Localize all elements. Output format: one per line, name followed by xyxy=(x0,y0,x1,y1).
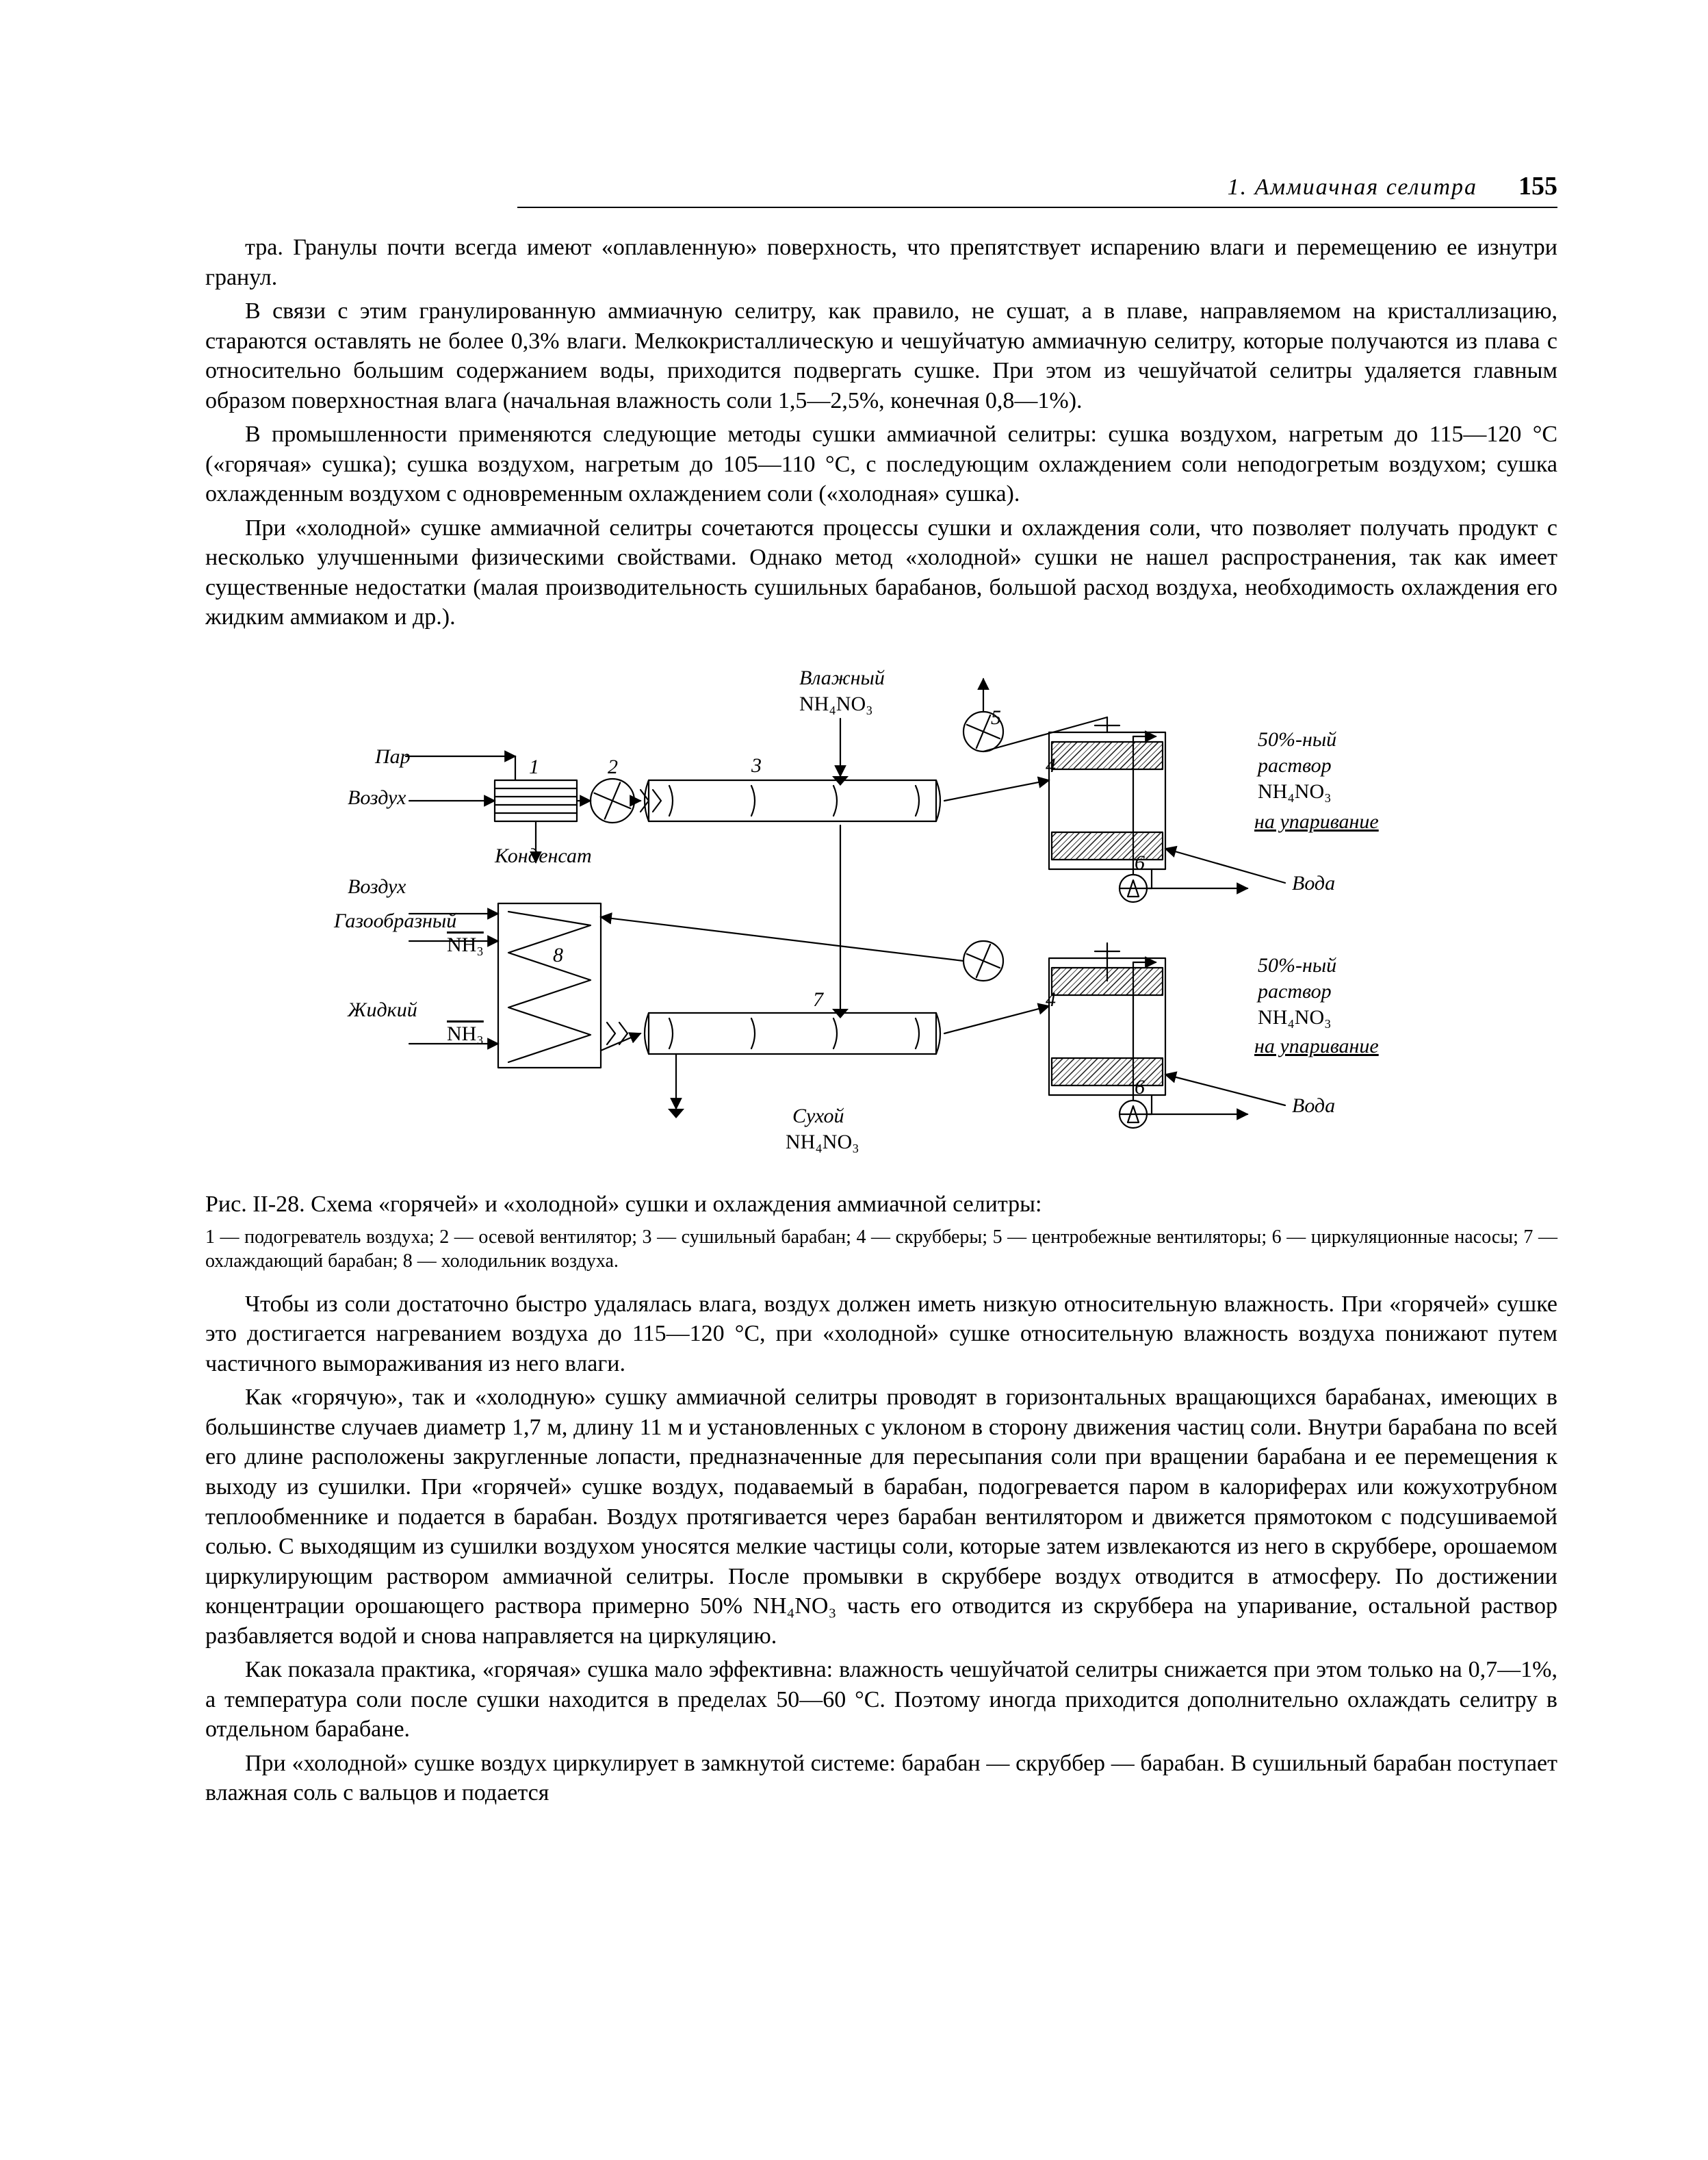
process-diagram: Влажный NH₄NO₃ Пар Воздух Конденсат Воздух Газ… xyxy=(320,657,1442,1177)
svg-text:7: 7 xyxy=(813,988,825,1011)
svg-text:NH₄NO₃: NH₄NO₃ xyxy=(799,693,873,715)
paragraph: При «холодной» сушке воздух циркулирует … xyxy=(205,1749,1557,1808)
svg-text:Влажный: Влажный xyxy=(799,667,885,689)
paragraph: В промышленности применяются следующие м… xyxy=(205,420,1557,509)
svg-text:Сухой: Сухой xyxy=(792,1105,844,1127)
svg-text:8: 8 xyxy=(553,944,563,966)
svg-text:Газообразный: Газообразный xyxy=(333,910,456,932)
svg-text:NH₃: NH₃ xyxy=(447,934,484,956)
top-text-block: тра. Гранулы почти всегда имеют «оплавле… xyxy=(205,233,1557,632)
running-title: 1. Аммиачная селитра xyxy=(1228,175,1477,201)
svg-text:NH₄NO₃: NH₄NO₃ xyxy=(1258,1006,1332,1029)
svg-text:3: 3 xyxy=(751,754,762,777)
svg-text:4: 4 xyxy=(1046,988,1056,1011)
paragraph: Как «горячую», так и «холодную» сушку ам… xyxy=(205,1383,1557,1651)
svg-text:на упаривание: на упаривание xyxy=(1254,1035,1379,1057)
diagram-svg-container: Влажный NH₄NO₃ Пар Воздух Конденсат Воздух Газ… xyxy=(205,657,1557,1177)
page-content: тра. Гранулы почти всегда имеют «оплавле… xyxy=(205,233,1557,1812)
svg-text:раствор: раствор xyxy=(1256,980,1332,1003)
svg-text:NH₃: NH₃ xyxy=(447,1023,484,1045)
svg-text:раствор: раствор xyxy=(1256,754,1332,777)
figure-caption-legend: 1 — подогреватель воздуха; 2 — осевой ве… xyxy=(205,1225,1557,1273)
figure-block: Влажный NH₄NO₃ Пар Воздух Конденсат Воздух Газ… xyxy=(205,657,1557,1273)
paragraph: Как показала практика, «горячая» сушка м… xyxy=(205,1655,1557,1745)
svg-text:50%-ный: 50%-ный xyxy=(1258,728,1336,751)
svg-text:Воздух: Воздух xyxy=(348,786,406,809)
paragraph: тра. Гранулы почти всегда имеют «оплавле… xyxy=(205,233,1557,292)
svg-text:6: 6 xyxy=(1135,851,1145,874)
svg-text:1: 1 xyxy=(529,756,539,778)
svg-text:5: 5 xyxy=(991,706,1001,729)
svg-text:2: 2 xyxy=(608,756,618,778)
svg-text:на упаривание: на упаривание xyxy=(1254,810,1379,833)
svg-text:Пар: Пар xyxy=(374,745,411,768)
page-number: 155 xyxy=(1518,171,1557,201)
svg-text:Вода: Вода xyxy=(1292,1094,1335,1117)
page: 1. Аммиачная селитра 155 тра. Гранулы по… xyxy=(0,0,1708,2160)
figure-caption-title: Рис. II-28. Схема «горячей» и «холодной»… xyxy=(205,1190,1557,1220)
paragraph: Чтобы из соли достаточно быстро удалялас… xyxy=(205,1289,1557,1379)
svg-text:4: 4 xyxy=(1046,754,1056,777)
bottom-text-block: Чтобы из соли достаточно быстро удалялас… xyxy=(205,1289,1557,1808)
svg-text:6: 6 xyxy=(1135,1076,1145,1098)
svg-text:Воздух: Воздух xyxy=(348,875,406,898)
svg-text:50%-ный: 50%-ный xyxy=(1258,954,1336,977)
svg-text:NH₄NO₃: NH₄NO₃ xyxy=(1258,780,1332,803)
paragraph: При «холодной» сушке аммиачной селитры с… xyxy=(205,513,1557,632)
paragraph: В связи с этим гранулированную аммиачную… xyxy=(205,296,1557,415)
svg-text:NH₄NO₃: NH₄NO₃ xyxy=(786,1131,859,1153)
svg-text:Жидкий: Жидкий xyxy=(347,999,417,1021)
running-header: 1. Аммиачная селитра 155 xyxy=(517,171,1557,208)
svg-text:Вода: Вода xyxy=(1292,872,1335,895)
svg-text:Конденсат: Конденсат xyxy=(494,845,592,867)
